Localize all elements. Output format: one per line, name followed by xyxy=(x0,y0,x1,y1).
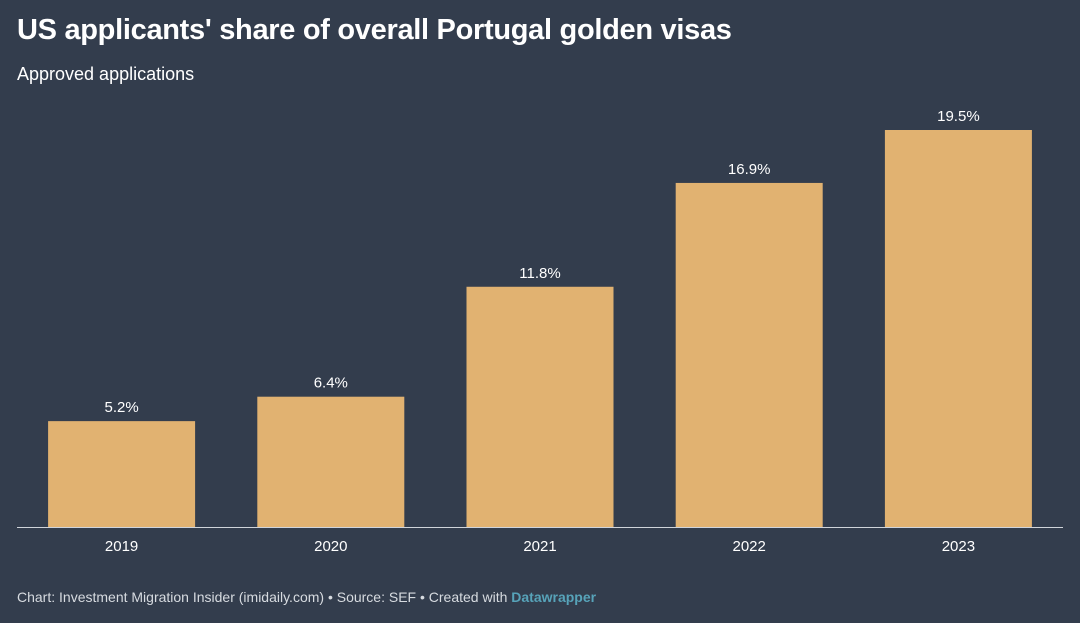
footer-credit: Chart: Investment Migration Insider (imi… xyxy=(17,589,512,605)
bar-2023 xyxy=(884,130,1032,527)
data-label-2019: 5.2% xyxy=(104,399,138,416)
x-tick-label-2021: 2021 xyxy=(523,538,556,555)
bar-2022 xyxy=(675,182,823,527)
data-label-2022: 16.9% xyxy=(728,161,771,178)
bar-2019 xyxy=(48,421,196,527)
data-label-2021: 11.8% xyxy=(519,265,560,282)
chart-title: US applicants' share of overall Portugal… xyxy=(17,14,732,46)
data-label-2023: 19.5% xyxy=(937,108,980,125)
bar-2020 xyxy=(257,396,405,527)
x-tick-label-2023: 2023 xyxy=(942,538,975,555)
chart-subtitle: Approved applications xyxy=(17,64,195,84)
datawrapper-link[interactable]: Datawrapper xyxy=(511,589,597,605)
x-tick-label-2020: 2020 xyxy=(314,538,347,555)
x-tick-label-2019: 2019 xyxy=(105,538,138,555)
bar-2021 xyxy=(466,286,614,527)
chart-footer: Chart: Investment Migration Insider (imi… xyxy=(17,589,596,605)
x-tick-label-2022: 2022 xyxy=(733,538,766,555)
data-label-2020: 6.4% xyxy=(314,375,348,392)
